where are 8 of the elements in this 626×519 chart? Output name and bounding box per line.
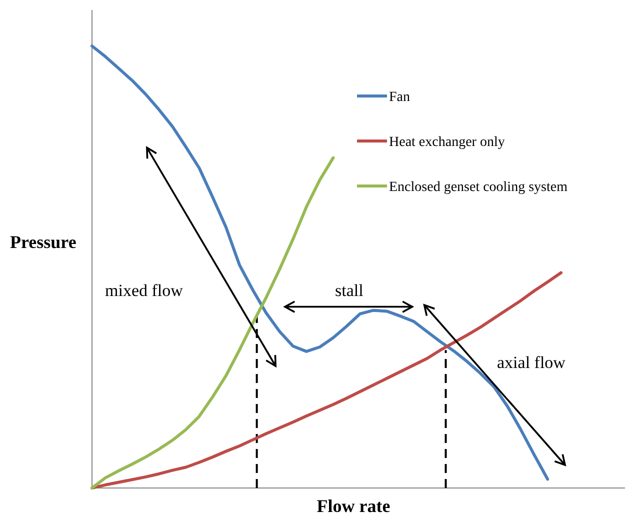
annotation: stall bbox=[335, 281, 364, 300]
legend-label: Heat exchanger only bbox=[389, 135, 505, 150]
legend-label: Fan bbox=[389, 90, 410, 105]
y-axis-title: Pressure bbox=[10, 232, 76, 252]
annotation: mixed flow bbox=[105, 281, 184, 300]
x-axis-title: Flow rate bbox=[316, 496, 390, 516]
annotation: axial flow bbox=[497, 353, 566, 372]
legend-label: Enclosed genset cooling system bbox=[389, 180, 568, 195]
